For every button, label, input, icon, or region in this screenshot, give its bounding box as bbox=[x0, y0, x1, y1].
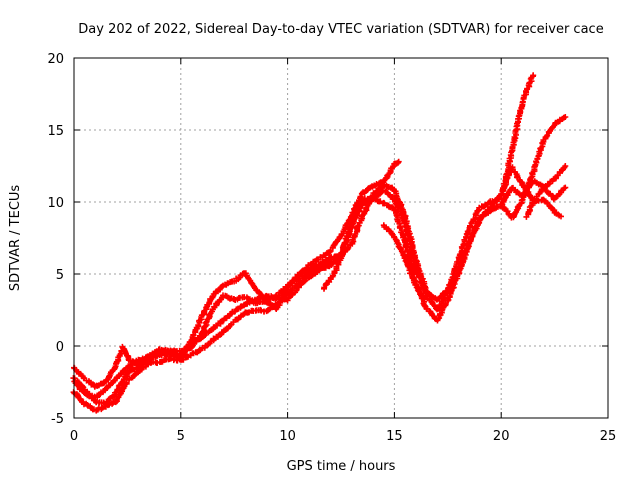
series-markers bbox=[71, 72, 537, 401]
series-trace-3 bbox=[70, 114, 569, 414]
data-layer bbox=[70, 72, 569, 414]
ticks: 0 5 10 15 20 25 -5 0 5 10 15 20 bbox=[47, 52, 616, 444]
y-tick-label: 20 bbox=[47, 52, 64, 67]
series-markers bbox=[497, 177, 569, 208]
x-tick-label: 10 bbox=[279, 429, 296, 444]
series-markers bbox=[523, 196, 564, 220]
series-markers bbox=[70, 163, 569, 407]
series-trace-8 bbox=[523, 196, 564, 220]
series-trace-6 bbox=[380, 222, 428, 302]
y-tick-label: 0 bbox=[56, 340, 64, 355]
series-trace-5 bbox=[321, 249, 347, 292]
plot-frame bbox=[73, 57, 609, 419]
series-trace-4 bbox=[70, 163, 569, 407]
series-trace-2 bbox=[71, 72, 537, 401]
y-tick-label: 10 bbox=[47, 196, 64, 211]
x-tick-label: 5 bbox=[177, 429, 185, 444]
x-tick-label: 20 bbox=[493, 429, 510, 444]
x-tick-label: 15 bbox=[386, 429, 403, 444]
y-axis-label: SDTVAR / TECUs bbox=[8, 185, 23, 292]
x-tick-label: 25 bbox=[600, 429, 617, 444]
x-axis-label: GPS time / hours bbox=[287, 459, 396, 474]
series-trace-7 bbox=[497, 177, 569, 208]
y-tick-label: 15 bbox=[47, 124, 64, 139]
y-tick-label: -5 bbox=[51, 412, 64, 427]
x-tick-label: 0 bbox=[70, 429, 78, 444]
chart-title: Day 202 of 2022, Sidereal Day-to-day VTE… bbox=[78, 22, 603, 37]
series-markers bbox=[70, 114, 569, 414]
series-markers bbox=[380, 222, 428, 302]
series-markers bbox=[321, 249, 347, 292]
y-tick-label: 5 bbox=[56, 268, 64, 283]
